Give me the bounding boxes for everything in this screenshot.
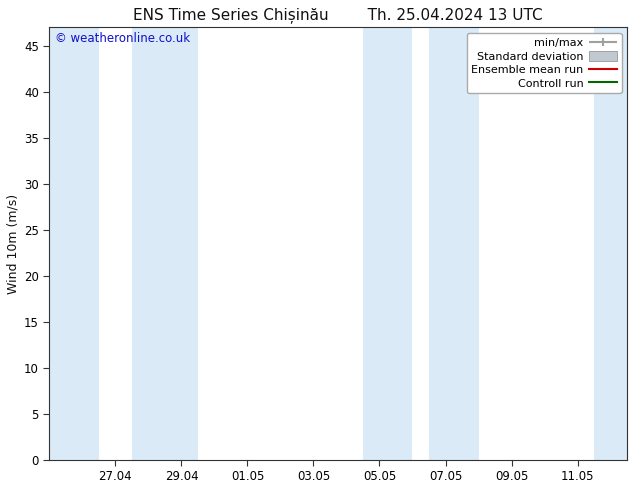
Text: © weatheronline.co.uk: © weatheronline.co.uk — [55, 31, 190, 45]
Bar — [363, 27, 413, 460]
Bar — [132, 27, 198, 460]
Legend: min/max, Standard deviation, Ensemble mean run, Controll run: min/max, Standard deviation, Ensemble me… — [467, 33, 621, 93]
Bar — [429, 27, 479, 460]
Bar — [594, 27, 627, 460]
Title: ENS Time Series Chișinău        Th. 25.04.2024 13 UTC: ENS Time Series Chișinău Th. 25.04.2024 … — [133, 7, 543, 23]
Bar — [49, 27, 99, 460]
Y-axis label: Wind 10m (m/s): Wind 10m (m/s) — [7, 194, 20, 294]
